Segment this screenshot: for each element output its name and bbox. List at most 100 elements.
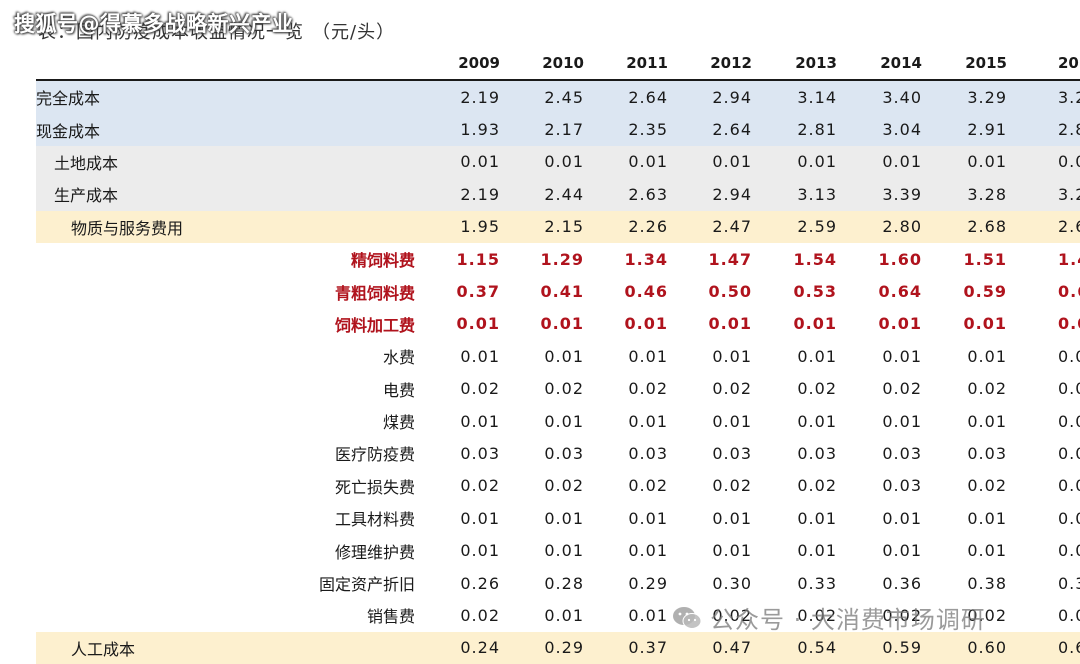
value-cell: 0.03 xyxy=(882,476,922,496)
value-cell: 0.0 xyxy=(1058,152,1080,172)
table-row: 工具材料费 0.01 0.01 0.01 0.01 0.01 0.01 0.01 0.0 xyxy=(36,502,1080,534)
wechat-watermark: 公众号 · 大消费市场调研 xyxy=(672,600,986,635)
caption-unit: （元/头） xyxy=(312,22,396,43)
value-cell: 0.64 xyxy=(878,282,922,302)
value-cell: 2.19 xyxy=(460,87,500,107)
cost-table: 2009 2010 2011 2012 2013 2014 2015 2016 … xyxy=(36,47,1080,664)
table-row: 医疗防疫费 0.03 0.03 0.03 0.03 0.03 0.03 0.03 0.0 xyxy=(36,437,1080,469)
value-cell: 0.53 xyxy=(793,282,837,302)
value-cell: 0.01 xyxy=(967,508,1007,528)
value-cell: 2.91 xyxy=(967,120,1007,140)
table-row: 水费 0.01 0.01 0.01 0.01 0.01 0.01 0.01 0.0 xyxy=(36,340,1080,372)
year-header: 2013 xyxy=(795,54,837,72)
value-cell: 0.01 xyxy=(628,541,668,561)
value-cell: 0.02 xyxy=(544,476,584,496)
value-cell: 0.0 xyxy=(1058,443,1080,463)
value-cell: 0.29 xyxy=(544,638,584,658)
value-cell: 0.02 xyxy=(882,379,922,399)
value-cell: 0.37 xyxy=(628,638,668,658)
value-cell: 0.02 xyxy=(544,379,584,399)
value-cell: 3.14 xyxy=(797,87,837,107)
value-cell: 3.04 xyxy=(882,120,922,140)
value-cell: 2.35 xyxy=(628,120,668,140)
value-cell: 0.01 xyxy=(544,346,584,366)
value-cell: 0.01 xyxy=(708,314,752,334)
row-label: 工具材料费 xyxy=(334,510,415,530)
value-cell: 2.47 xyxy=(712,217,752,237)
value-cell: 2.17 xyxy=(544,120,584,140)
value-cell: 0.01 xyxy=(460,541,500,561)
value-cell: 0.41 xyxy=(540,282,584,302)
row-label: 生产成本 xyxy=(54,186,119,206)
value-cell: 3.2 xyxy=(1058,87,1080,107)
row-label: 饲料加工费 xyxy=(334,315,415,335)
value-cell: 0.01 xyxy=(712,508,752,528)
value-cell: 0.02 xyxy=(882,605,922,625)
value-cell: 0.0 xyxy=(1058,508,1080,528)
year-header: 2015 xyxy=(965,54,1007,72)
wechat-icon xyxy=(673,606,702,629)
value-cell: 0.01 xyxy=(882,541,922,561)
value-cell: 0.01 xyxy=(882,411,922,431)
table-row: 修理维护费 0.01 0.01 0.01 0.01 0.01 0.01 0.01 0.0 xyxy=(36,534,1080,566)
value-cell: 2.63 xyxy=(628,184,668,204)
value-cell: 0.0 xyxy=(1058,605,1080,625)
value-cell: 0.6 xyxy=(1058,638,1080,658)
value-cell: 0.24 xyxy=(460,638,500,658)
value-cell: 2.44 xyxy=(544,184,584,204)
value-cell: 2.64 xyxy=(628,87,668,107)
year-header: 2009 xyxy=(458,54,500,72)
value-cell: 0.01 xyxy=(967,152,1007,172)
value-cell: 0.01 xyxy=(967,411,1007,431)
value-cell: 0.03 xyxy=(460,443,500,463)
value-cell: 0.47 xyxy=(712,638,752,658)
row-label: 现金成本 xyxy=(36,121,101,141)
value-cell: 0.01 xyxy=(460,508,500,528)
value-cell: 0.02 xyxy=(712,605,752,625)
value-cell: 0.01 xyxy=(456,314,500,334)
row-label: 死亡损失费 xyxy=(334,477,415,497)
table-body: 完全成本 2.19 2.45 2.64 2.94 3.14 3.40 3.29 3.2 现金成本 1… xyxy=(36,81,1080,664)
value-cell: 0.0 xyxy=(1058,346,1080,366)
value-cell: 1.4 xyxy=(1058,249,1080,269)
value-cell: 0.01 xyxy=(712,346,752,366)
table-row: 生产成本 2.19 2.44 2.63 2.94 3.13 3.39 3.28 3.2 xyxy=(36,178,1080,211)
value-cell: 0.01 xyxy=(882,152,922,172)
value-cell: 1.60 xyxy=(878,249,922,269)
value-cell: 0.36 xyxy=(882,573,922,593)
value-cell: 0.02 xyxy=(712,476,752,496)
value-cell: 3.40 xyxy=(882,87,922,107)
value-cell: 0.01 xyxy=(797,152,837,172)
value-cell: 0.46 xyxy=(624,282,668,302)
row-label: 销售费 xyxy=(366,607,415,627)
year-header: 2012 xyxy=(710,54,752,72)
caption-title: 表：国内防疫成本收益情况一览 xyxy=(38,22,304,43)
value-cell: 2.59 xyxy=(797,217,837,237)
table-row: 销售费 0.02 0.01 0.01 0.02 0.02 0.02 0.02 0.0 xyxy=(36,599,1080,631)
value-cell: 0.01 xyxy=(544,508,584,528)
value-cell: 0.54 xyxy=(797,638,837,658)
year-header: 2014 xyxy=(880,54,922,72)
value-cell: 0.59 xyxy=(882,638,922,658)
value-cell: 0.38 xyxy=(967,573,1007,593)
value-cell: 1.15 xyxy=(456,249,500,269)
value-cell: 0.01 xyxy=(797,508,837,528)
value-cell: 0.01 xyxy=(712,152,752,172)
row-label: 电费 xyxy=(382,380,415,400)
value-cell: 0.03 xyxy=(544,443,584,463)
value-cell: 1.95 xyxy=(460,217,500,237)
value-cell: 0.01 xyxy=(712,541,752,561)
value-cell: 0.01 xyxy=(882,508,922,528)
value-cell: 0.01 xyxy=(797,541,837,561)
value-cell: 0.59 xyxy=(963,282,1007,302)
table-header: 2009 2010 2011 2012 2013 2014 2015 2016 xyxy=(36,47,1080,81)
value-cell: 2.68 xyxy=(967,217,1007,237)
value-cell: 0.01 xyxy=(878,314,922,334)
value-cell: 0.03 xyxy=(967,443,1007,463)
year-header: 2016 xyxy=(1058,54,1080,72)
value-cell: 2.64 xyxy=(712,120,752,140)
value-cell: 0.0 xyxy=(1058,411,1080,431)
year-header: 2010 xyxy=(542,54,584,72)
table-row: 完全成本 2.19 2.45 2.64 2.94 3.14 3.40 3.29 3.2 xyxy=(36,81,1080,114)
value-cell: 0.50 xyxy=(708,282,752,302)
